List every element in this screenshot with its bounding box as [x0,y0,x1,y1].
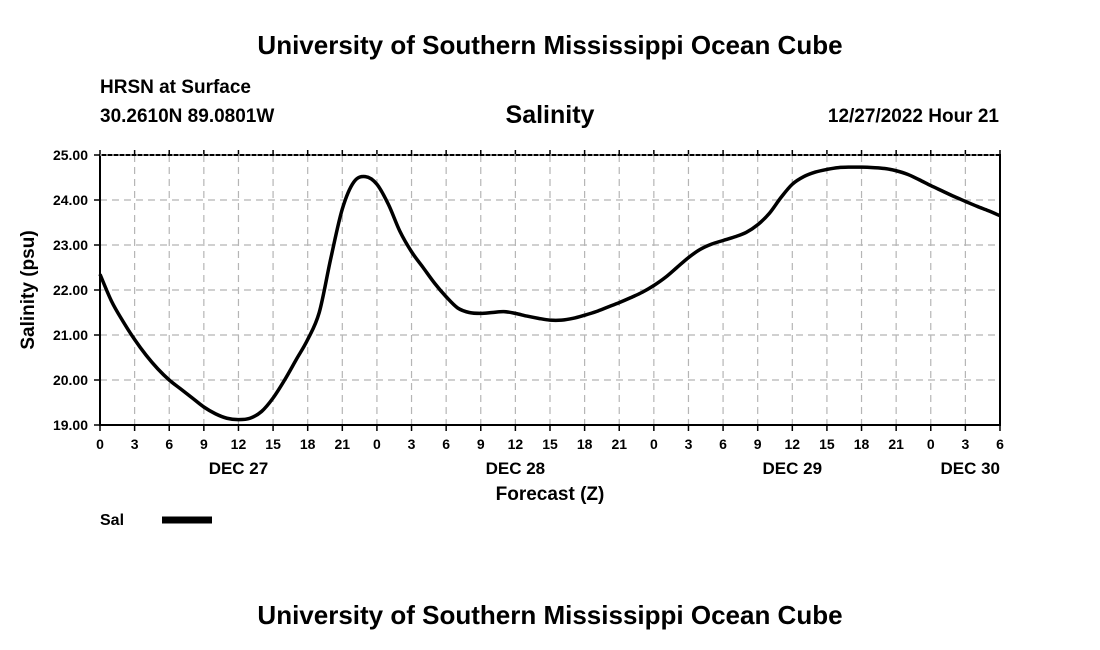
x-tick-label: 6 [165,436,173,452]
x-tick-label: 0 [373,436,381,452]
x-tick-label: 15 [265,436,281,452]
x-tick-label: 3 [685,436,693,452]
y-tick-label: 24.00 [53,192,88,208]
y-tick-label: 19.00 [53,417,88,433]
salinity-series-line [98,165,1001,422]
x-tick-label: 3 [961,436,969,452]
x-tick-label: 0 [96,436,104,452]
x-tick-label: 15 [819,436,835,452]
axes: 19.00 20.00 21.00 22.00 23.00 24.00 25.00 0 3 6 9 1… [53,147,1004,478]
x-tick-label: 0 [927,436,935,452]
x-tick-label: 0 [650,436,658,452]
x-tick-label: 15 [542,436,558,452]
y-tick-label: 22.00 [53,282,88,298]
chart-title: Salinity [505,101,595,129]
page-title-top: University of Southern Mississippi Ocean… [257,30,843,60]
x-tick-label: 12 [231,436,247,452]
day-label: DEC 30 [940,459,1000,478]
x-tick-label: 6 [442,436,450,452]
forecast-datetime: 12/27/2022 Hour 21 [827,106,999,127]
x-tick-label: 12 [785,436,801,452]
grid-lines [100,155,1000,425]
x-axis-label: Forecast (Z) [496,484,605,505]
x-tick-label: 21 [888,436,904,452]
x-tick-label: 21 [611,436,627,452]
x-tick-label: 3 [408,436,416,452]
x-tick-label: 6 [719,436,727,452]
y-tick-label: 20.00 [53,372,88,388]
day-label: DEC 28 [486,459,546,478]
salinity-chart: 19.00 20.00 21.00 22.00 23.00 24.00 25.00 0 3 6 9 1… [18,147,1004,529]
coordinates-label: 30.2610N 89.0801W [100,106,275,127]
x-tick-label: 9 [477,436,485,452]
y-axis-label: Salinity (psu) [18,230,39,349]
x-tick-label: 18 [577,436,593,452]
y-tick-label: 23.00 [53,237,88,253]
day-label: DEC 29 [763,459,823,478]
y-tick-label: 25.00 [53,147,88,163]
legend-label: Sal [100,512,124,529]
x-tick-label: 18 [854,436,870,452]
day-label: DEC 27 [209,459,269,478]
page-title-bottom: University of Southern Mississippi Ocean… [257,600,843,630]
station-label: HRSN at Surface [100,77,251,98]
x-tick-label: 12 [508,436,524,452]
x-tick-label: 9 [200,436,208,452]
y-tick-label: 21.00 [53,327,88,343]
x-tick-label: 9 [754,436,762,452]
x-tick-label: 3 [131,436,139,452]
x-tick-label: 21 [335,436,351,452]
x-tick-label: 6 [996,436,1004,452]
x-tick-label: 18 [300,436,316,452]
